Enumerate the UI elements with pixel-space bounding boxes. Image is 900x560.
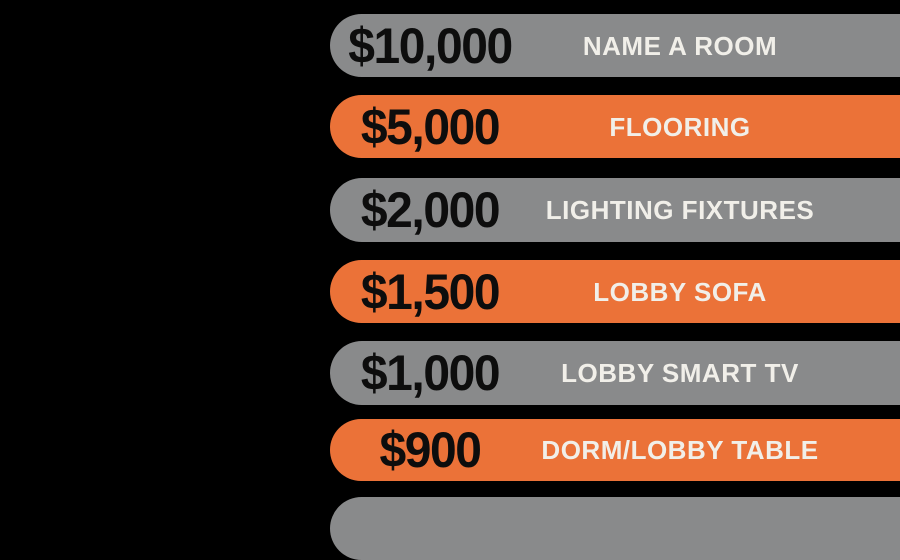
tier-label: DORM/LOBBY TABLE	[541, 435, 819, 465]
tier-amount: $900	[379, 422, 481, 478]
tier-bar: $900 DORM/LOBBY TABLE	[330, 419, 900, 481]
tier-label: LOBBY SOFA	[593, 276, 767, 307]
tier-bar: $2,000 LIGHTING FIXTURES	[330, 178, 900, 242]
donation-tier-infographic: $10,000 NAME A ROOM $5,000 FLOORING $2,0…	[330, 14, 900, 560]
tier-amount: $2,000	[360, 182, 501, 238]
tier-label: LOBBY SMART TV	[561, 358, 799, 388]
tier-label: FLOORING	[609, 111, 751, 142]
tier-bar-partial	[330, 497, 900, 560]
tier-bar: $1,000 LOBBY SMART TV	[330, 341, 900, 405]
tier-bar: $5,000 FLOORING	[330, 95, 900, 158]
tier-bar: $1,500 LOBBY SOFA	[330, 260, 900, 323]
tier-amount: $10,000	[348, 17, 513, 74]
tier-amount: $1,000	[360, 345, 501, 401]
tier-amount: $1,500	[360, 263, 501, 320]
tier-amount: $5,000	[360, 98, 501, 155]
tier-bar: $10,000 NAME A ROOM	[330, 14, 900, 77]
tier-label: LIGHTING FIXTURES	[545, 195, 815, 225]
tier-label: NAME A ROOM	[582, 30, 778, 61]
